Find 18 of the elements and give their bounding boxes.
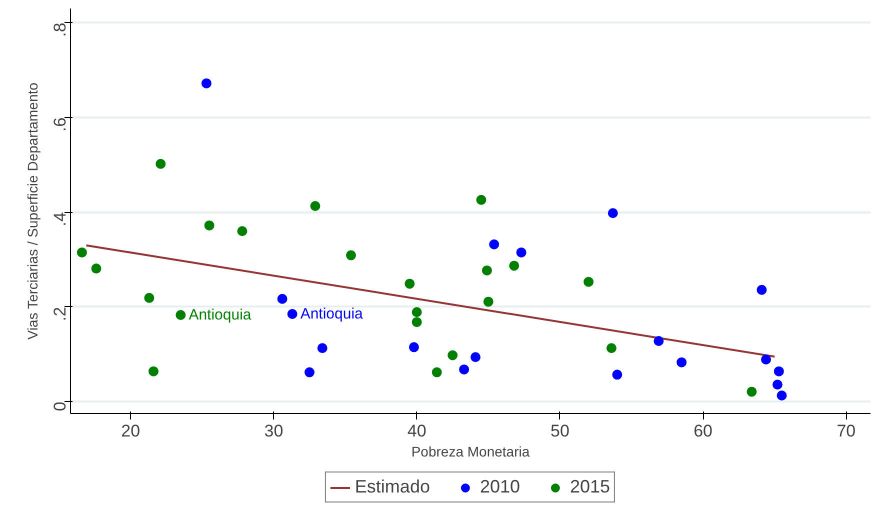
annotation: Antioquia [300, 306, 364, 323]
y-tick-label: .8 [50, 22, 70, 37]
x-tick-label: 30 [264, 422, 284, 440]
legend-label: Estimado [354, 476, 430, 498]
x-tick-label: 50 [550, 422, 570, 440]
y-tick-label: .6 [50, 117, 70, 132]
legend-label: 2015 [570, 476, 610, 498]
x-tick-label: 60 [694, 422, 713, 440]
annotation: Antioquia [188, 306, 252, 324]
x-axis-title: Pobreza Monetaria [411, 444, 530, 460]
x-tick-label: 70 [836, 422, 856, 440]
x-tick-label: 20 [121, 422, 140, 440]
y-axis-title: Vias Terciarias / Superficie Departamento [24, 82, 40, 340]
x-tick-label: 40 [407, 422, 426, 440]
y-tick-label: .2 [50, 306, 70, 322]
y-tick-label: 0 [50, 402, 70, 412]
y-tick-label: .4 [50, 212, 70, 226]
legend-label: 2010 [480, 476, 520, 498]
